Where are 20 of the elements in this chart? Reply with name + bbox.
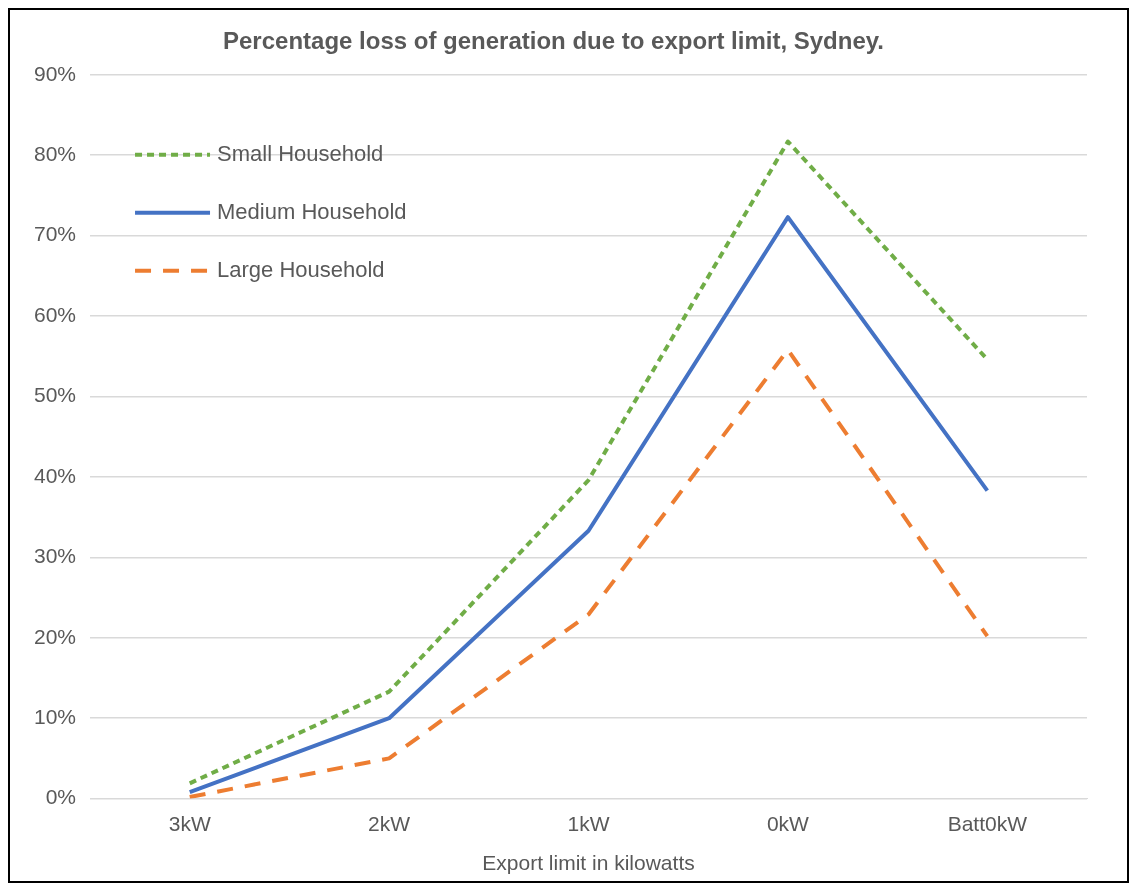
y-tick-label: 0% <box>45 785 77 809</box>
legend-label: Large Household <box>217 256 385 282</box>
y-tick-label: 20% <box>34 624 77 648</box>
y-tick-label: 80% <box>34 142 77 166</box>
x-tick-label: 0kW <box>766 812 810 835</box>
y-tick-label: 30% <box>34 544 77 568</box>
x-tick-label: 1kW <box>567 812 610 835</box>
x-tick-label: 2kW <box>368 812 411 835</box>
y-tick-label: 70% <box>34 222 77 246</box>
y-tick-label: 40% <box>34 463 77 487</box>
x-axis-title: Export limit in kilowatts <box>482 851 695 875</box>
y-tick-label: 10% <box>34 704 77 728</box>
legend-label: Small Household <box>217 140 384 166</box>
chart-title: Percentage loss of generation due to export limit, Sydney. <box>222 27 885 55</box>
legend-label: Medium Household <box>217 198 407 224</box>
x-tick-label: 3kW <box>168 812 211 835</box>
x-tick-label: Batt0kW <box>947 812 1028 835</box>
y-tick-label: 90% <box>34 61 77 85</box>
y-tick-label: 60% <box>34 302 77 326</box>
y-tick-label: 50% <box>34 383 77 407</box>
